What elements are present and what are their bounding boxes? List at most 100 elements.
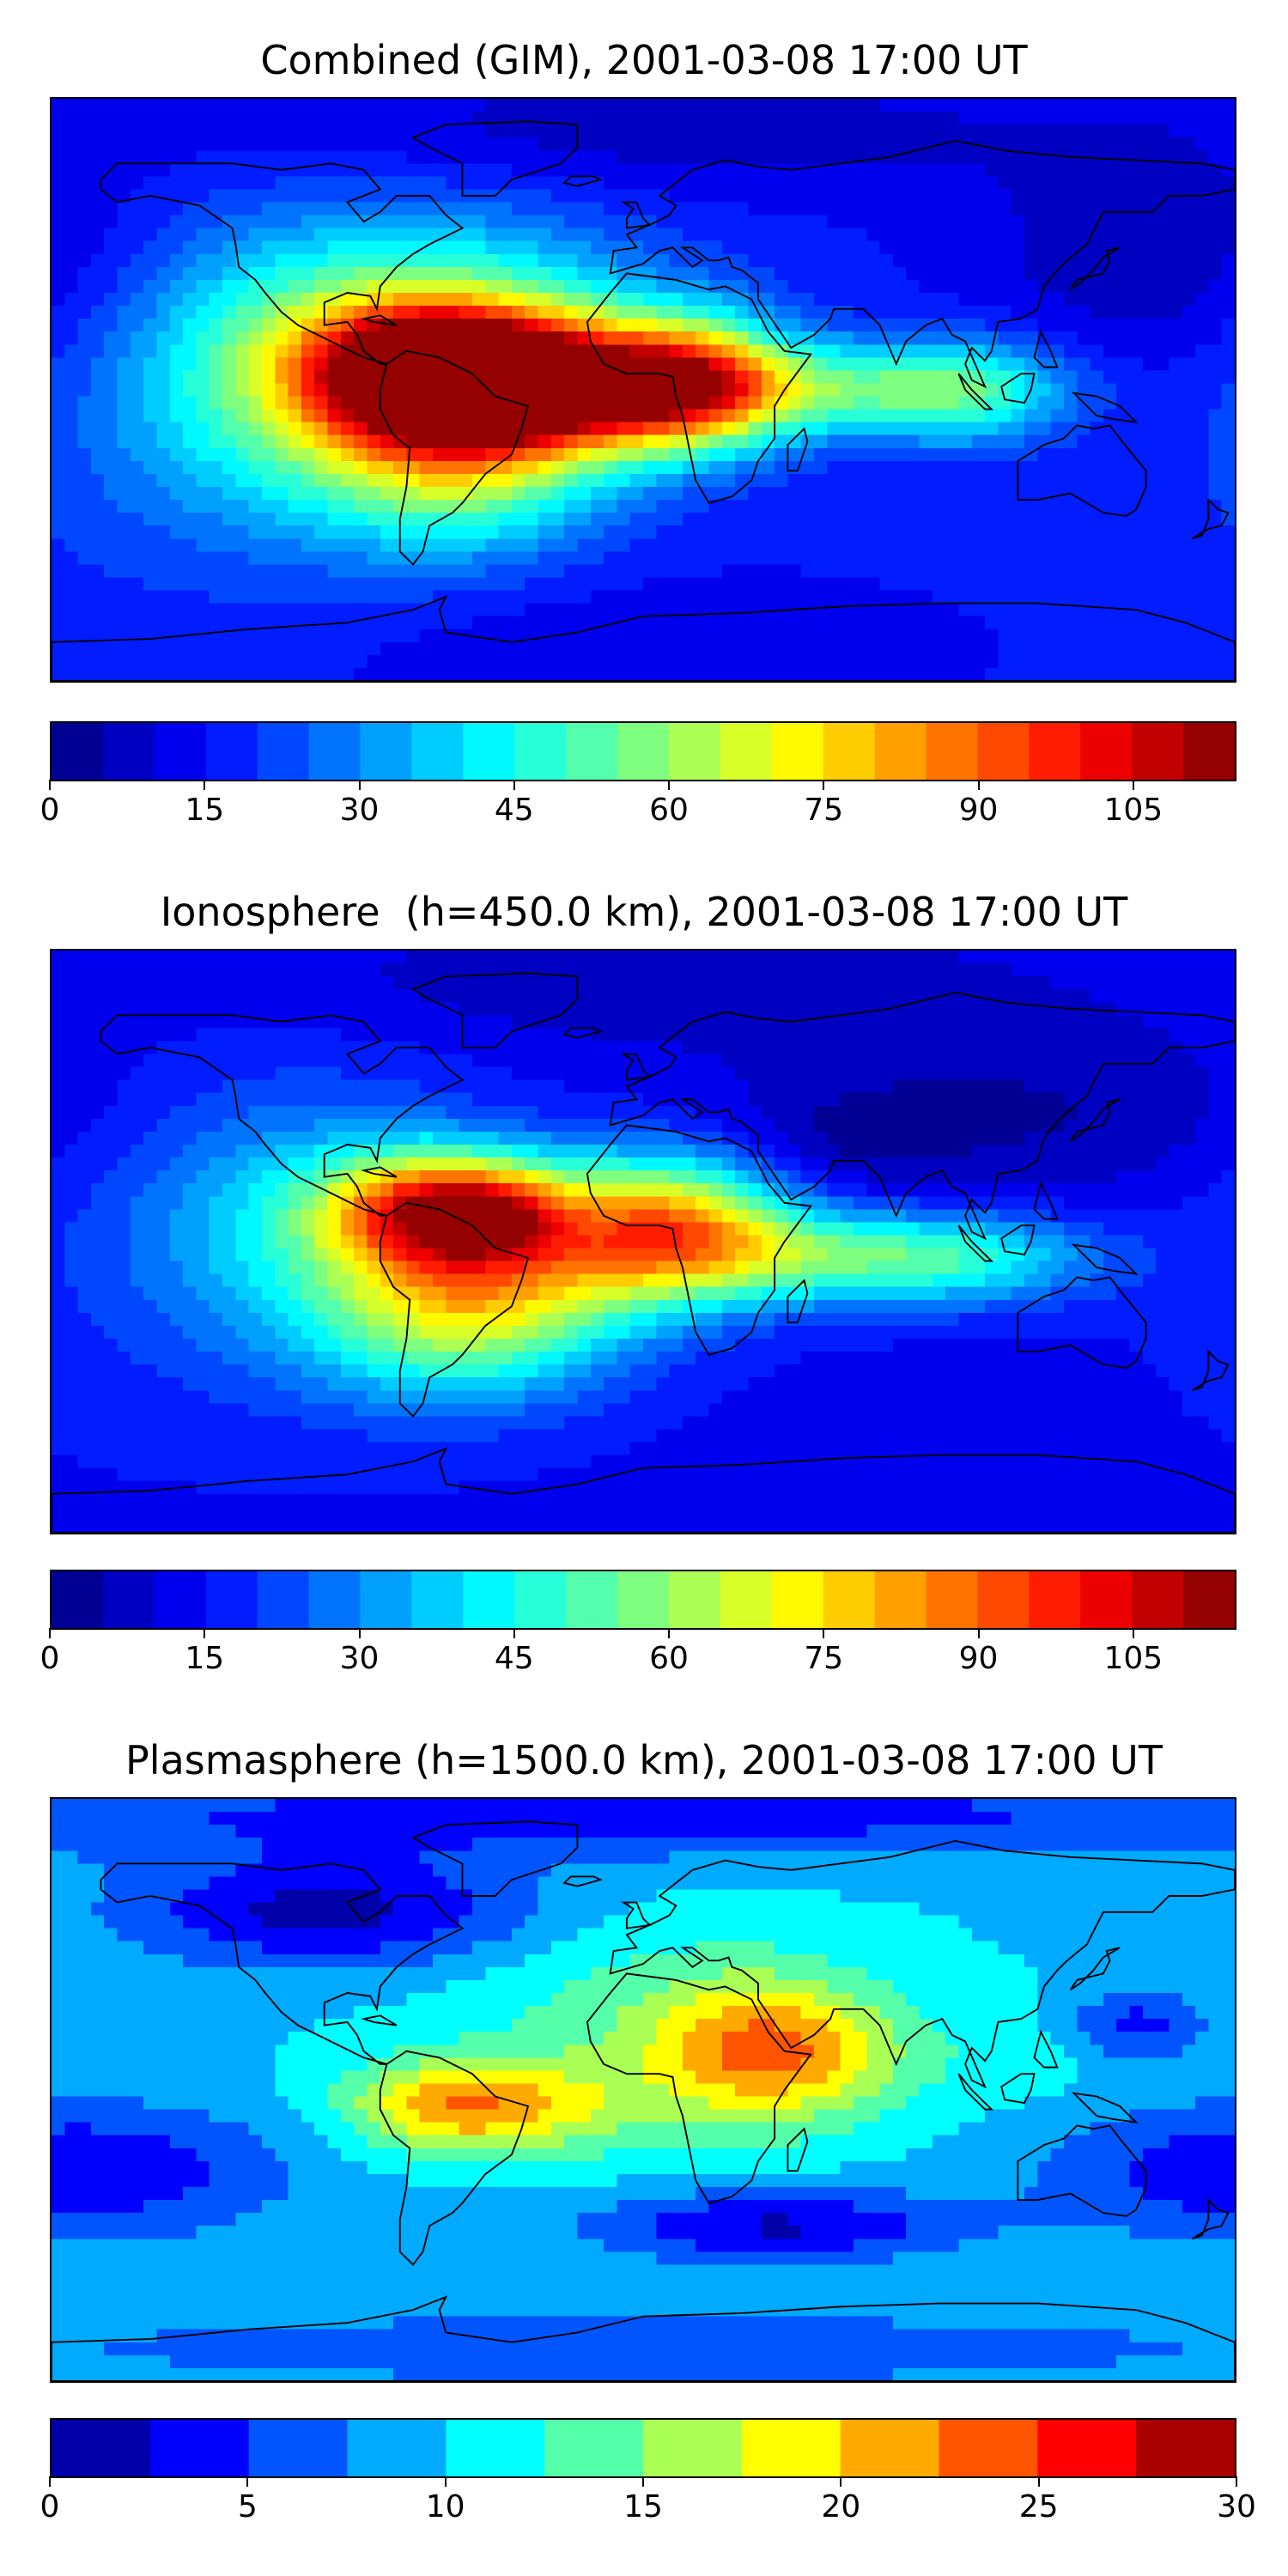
colorbar-level-75 xyxy=(823,1571,876,1628)
tick-mark xyxy=(642,2476,644,2487)
tick-mark xyxy=(49,2476,51,2487)
colorbar-level-15 xyxy=(205,1571,258,1628)
colorbar-combined xyxy=(50,721,1236,781)
coastline xyxy=(623,1903,650,1929)
colorbar-level-25 xyxy=(308,723,361,780)
tick-label: 30 xyxy=(339,793,380,828)
tick-mark xyxy=(1236,2476,1237,2487)
coastline xyxy=(1071,1099,1120,1141)
tick-mark xyxy=(840,2476,842,2487)
colorbar-level-70 xyxy=(771,1571,824,1628)
coastlines xyxy=(52,121,1235,681)
colorbar-level-35 xyxy=(411,1571,464,1628)
colorbar-level-10 xyxy=(446,2420,545,2476)
tick-mark xyxy=(823,780,825,790)
tick-label: 5 xyxy=(237,2489,258,2524)
colorbar-level-110 xyxy=(1183,723,1235,780)
tick-mark xyxy=(204,1628,206,1638)
colorbar-level-110 xyxy=(1183,1571,1235,1628)
colorbar-level-55 xyxy=(617,723,670,780)
tick-label: 25 xyxy=(1018,2489,1059,2524)
coastline xyxy=(380,1203,528,1417)
tick-label: 30 xyxy=(339,1641,380,1676)
colorbar-ionosphere xyxy=(50,1570,1236,1630)
colorbar-level-50 xyxy=(566,723,618,780)
colorbar-level-20 xyxy=(257,1571,310,1628)
coastline xyxy=(564,176,600,185)
colorbar-level-45 xyxy=(514,1571,567,1628)
coastline xyxy=(1073,1245,1136,1274)
tick-label: 0 xyxy=(39,2489,60,2524)
coastline xyxy=(1001,2074,1034,2103)
tick-mark xyxy=(668,1628,671,1638)
coastline xyxy=(1073,2093,1136,2123)
coastline xyxy=(564,1876,600,1886)
tick-label: 90 xyxy=(958,793,999,828)
colorbar-level-30 xyxy=(360,723,412,780)
colorbar-level-90 xyxy=(977,723,1030,780)
coastline xyxy=(564,1028,600,1037)
coastline xyxy=(52,2297,1235,2381)
colorbar-level-5 xyxy=(102,723,155,780)
coastline xyxy=(611,1841,1235,2087)
tick-mark xyxy=(444,2476,447,2487)
colorbar-level-100 xyxy=(1080,723,1133,780)
tick-label: 60 xyxy=(649,1641,689,1676)
colorbar-level-30 xyxy=(360,1571,412,1628)
coastline xyxy=(1035,1183,1058,1218)
colorbar-level-80 xyxy=(874,723,927,780)
tick-mark xyxy=(1037,2476,1040,2487)
colorbar-level-60 xyxy=(668,1571,721,1628)
colorbar-level-0 xyxy=(52,1571,104,1628)
tick-label: 105 xyxy=(1103,793,1163,828)
colorbar-level-70 xyxy=(771,723,824,780)
tick-label: 45 xyxy=(494,793,534,828)
coastline xyxy=(958,1225,991,1261)
colorbar-level-80 xyxy=(874,1571,927,1628)
coastline xyxy=(1018,2125,1145,2215)
tick-mark xyxy=(204,780,206,790)
coastline xyxy=(100,1015,462,1216)
colorbar-ticks-plasmasphere: 0 5 10 15 20 25 30 xyxy=(40,2476,1256,2528)
coastlines xyxy=(52,1821,1235,2381)
coastline xyxy=(1001,1225,1034,1255)
colorbar-ticks-combined: 0 15 30 45 60 75 90 105 xyxy=(40,780,1236,831)
colorbar-level-95 xyxy=(1029,723,1081,780)
coastline xyxy=(380,351,528,565)
tick-mark xyxy=(49,780,51,790)
colorbar-level-85 xyxy=(926,723,979,780)
coastline xyxy=(587,1973,811,2202)
colorbar-level-25 xyxy=(1037,2420,1137,2476)
tec-map-combined xyxy=(50,97,1236,683)
coastline xyxy=(958,374,991,409)
tick-mark xyxy=(49,1628,51,1638)
tick-mark xyxy=(1132,1628,1134,1638)
colorbar-level-20 xyxy=(840,2420,940,2476)
tick-mark xyxy=(977,1628,980,1638)
coastline xyxy=(1035,331,1058,367)
colorbar-level-15 xyxy=(205,723,258,780)
tec-map-combined-svg xyxy=(52,99,1235,681)
coastline xyxy=(1071,1947,1120,1990)
tick-mark xyxy=(513,1628,515,1638)
colorbar-level-27.5 xyxy=(1136,2420,1235,2476)
colorbar-level-50 xyxy=(566,1571,618,1628)
colorbar-level-45 xyxy=(514,723,567,780)
colorbar-level-5 xyxy=(248,2420,349,2476)
coastline xyxy=(413,1821,577,1896)
tec-map-plasmasphere xyxy=(50,1797,1236,2383)
tick-mark xyxy=(358,1628,361,1638)
tick-label: 105 xyxy=(1103,1641,1163,1676)
tick-mark xyxy=(246,2476,249,2487)
tick-label: 0 xyxy=(39,1641,60,1676)
coastline xyxy=(1018,425,1145,515)
coastline xyxy=(587,273,811,502)
colorbar-level-12.5 xyxy=(544,2420,644,2476)
coastline xyxy=(364,1167,397,1176)
colorbar-level-5 xyxy=(102,1571,155,1628)
colorbar-level-10 xyxy=(154,1571,207,1628)
tick-label: 75 xyxy=(804,1641,844,1676)
coastline xyxy=(380,2051,528,2265)
coastline xyxy=(611,993,1235,1238)
coastline xyxy=(364,315,397,325)
